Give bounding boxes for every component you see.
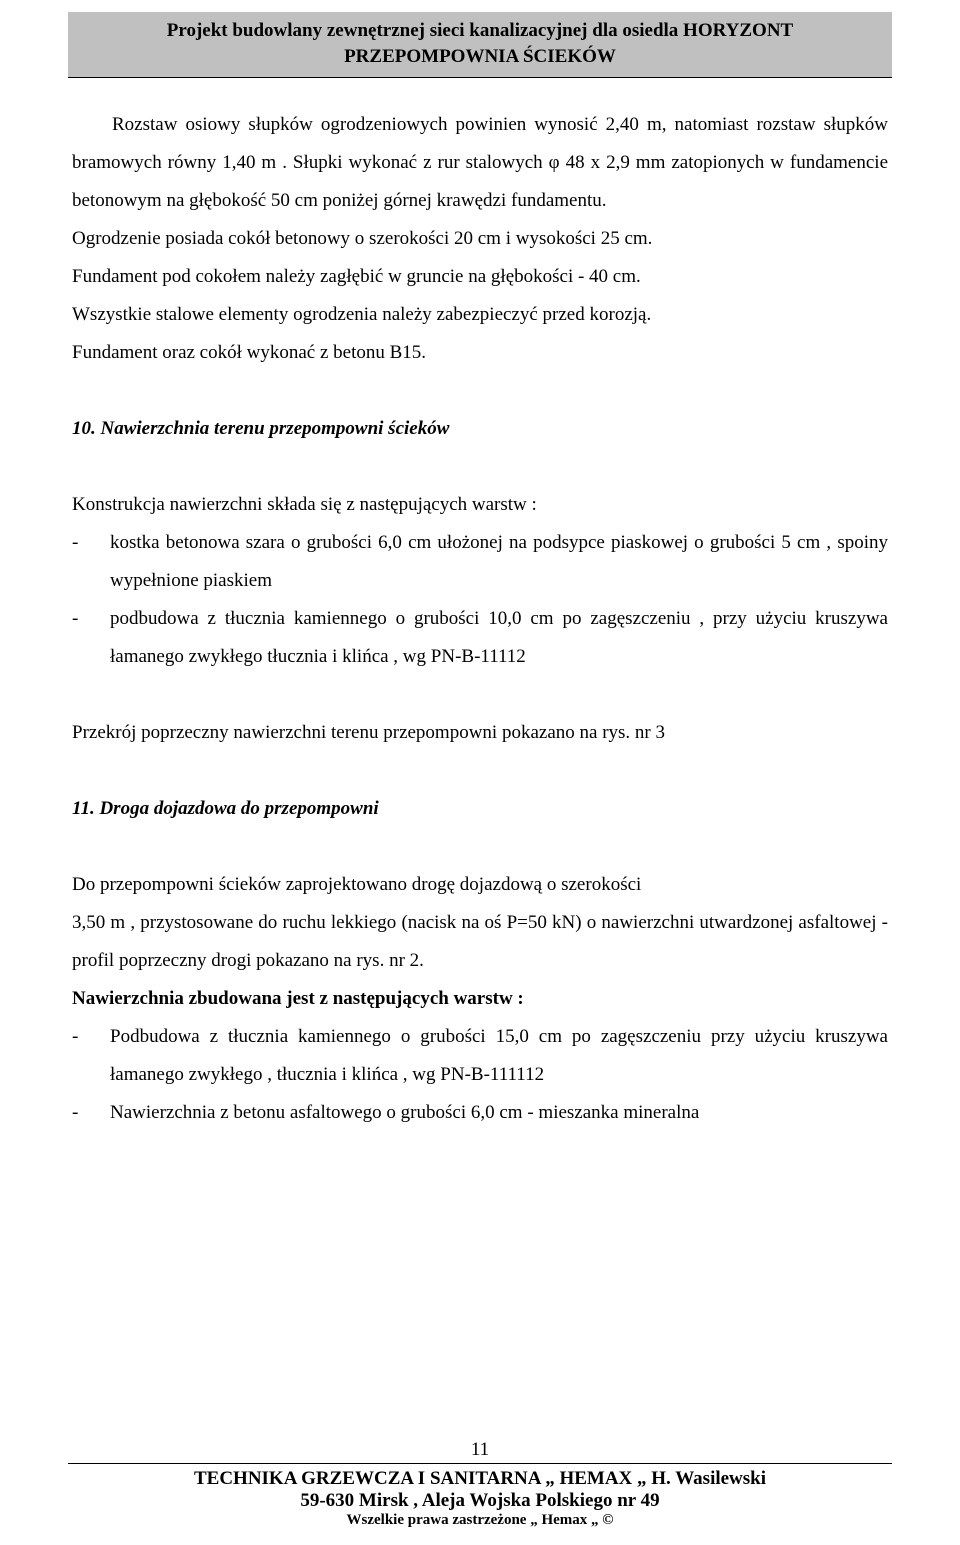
paragraph: Wszystkie stalowe elementy ogrodzenia na… [72, 296, 888, 334]
list-text: kostka betonowa szara o grubości 6,0 cm … [110, 524, 888, 600]
paragraph: Konstrukcja nawierzchni składa się z nas… [72, 486, 888, 524]
header-line-2: PRZEPOMPOWNIA ŚCIEKÓW [68, 44, 892, 70]
footer-line-1: TECHNIKA GRZEWCZA I SANITARNA „ HEMAX „ … [72, 1468, 888, 1490]
list-item: - Podbudowa z tłucznia kamiennego o grub… [72, 1018, 888, 1094]
paragraph: Rozstaw osiowy słupków ogrodzeniowych po… [72, 106, 888, 220]
dash-marker: - [72, 1094, 110, 1132]
page-footer: 11 TECHNIKA GRZEWCZA I SANITARNA „ HEMAX… [72, 1439, 888, 1529]
page-header: Projekt budowlany zewnętrznej sieci kana… [68, 12, 892, 78]
footer-text: H [559, 1468, 574, 1489]
list-item: - podbudowa z tłucznia kamiennego o grub… [72, 600, 888, 676]
list-text: Nawierzchnia z betonu asfaltowego o grub… [110, 1094, 888, 1132]
footer-text: TECHNIKA GRZEWCZA I SANITARNA „ [194, 1468, 559, 1489]
section-10-heading: 10. Nawierzchnia terenu przepompowni ści… [72, 410, 888, 448]
dash-marker: - [72, 524, 110, 600]
list-item: - Nawierzchnia z betonu asfaltowego o gr… [72, 1094, 888, 1132]
paragraph: Ogrodzenie posiada cokół betonowy o szer… [72, 220, 888, 258]
bullet-list: - Podbudowa z tłucznia kamiennego o grub… [72, 1018, 888, 1132]
paragraph: Fundament pod cokołem należy zagłębić w … [72, 258, 888, 296]
document-page: Projekt budowlany zewnętrznej sieci kana… [0, 0, 960, 1545]
footer-line-3: Wszelkie prawa zastrzeżone „ Hemax „ © [72, 1512, 888, 1529]
dash-marker: - [72, 1018, 110, 1094]
sub-heading: Nawierzchnia zbudowana jest z następując… [72, 980, 888, 1018]
list-item: - kostka betonowa szara o grubości 6,0 c… [72, 524, 888, 600]
header-line-1: Projekt budowlany zewnętrznej sieci kana… [68, 18, 892, 44]
footer-text: EMAX „ H. Wasilewski [574, 1468, 766, 1489]
list-text: Podbudowa z tłucznia kamiennego o gruboś… [110, 1018, 888, 1094]
paragraph: 3,50 m , przystosowane do ruchu lekkiego… [72, 904, 888, 980]
paragraph: Fundament oraz cokół wykonać z betonu B1… [72, 334, 888, 372]
footer-line-2: 59-630 Mirsk , Aleja Wojska Polskiego nr… [72, 1490, 888, 1512]
bullet-list: - kostka betonowa szara o grubości 6,0 c… [72, 524, 888, 676]
page-number: 11 [72, 1439, 888, 1461]
dash-marker: - [72, 600, 110, 676]
list-text: podbudowa z tłucznia kamiennego o gruboś… [110, 600, 888, 676]
paragraph: Do przepompowni ścieków zaprojektowano d… [72, 866, 888, 904]
section-11-heading: 11. Droga dojazdowa do przepompowni [72, 790, 888, 828]
footer-rule [68, 1463, 892, 1464]
body-content: Rozstaw osiowy słupków ogrodzeniowych po… [72, 106, 888, 1132]
paragraph: Przekrój poprzeczny nawierzchni terenu p… [72, 714, 888, 752]
